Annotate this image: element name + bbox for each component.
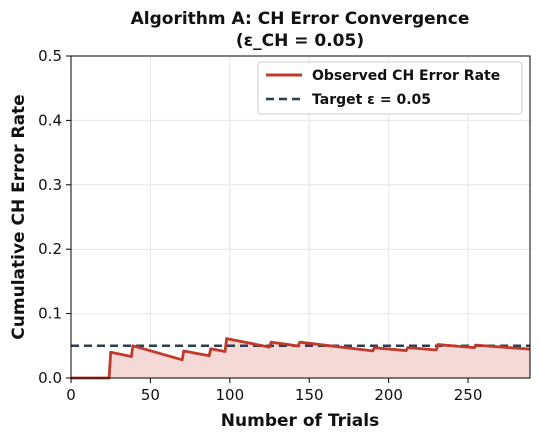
x-tick-label: 0 bbox=[66, 386, 76, 404]
chart-subtitle: (ε_CH = 0.05) bbox=[236, 31, 364, 51]
y-tick-label: 0.5 bbox=[38, 47, 62, 65]
legend-label-target: Target ε = 0.05 bbox=[312, 92, 431, 108]
y-tick-label: 0.1 bbox=[38, 305, 62, 323]
y-tick-label: 0.0 bbox=[38, 369, 62, 387]
x-tick-label: 150 bbox=[295, 386, 324, 404]
y-tick-label: 0.3 bbox=[38, 176, 62, 194]
x-tick-label: 100 bbox=[216, 386, 245, 404]
legend-box bbox=[257, 61, 523, 115]
x-tick-label: 200 bbox=[374, 386, 403, 404]
y-tick-label: 0.4 bbox=[38, 111, 62, 129]
x-axis: 0 50 100 150 200 250 bbox=[66, 378, 482, 404]
series-observed-line bbox=[71, 337, 531, 380]
legend-label-observed: Observed CH Error Rate bbox=[312, 68, 500, 84]
y-axis: 0.0 0.1 0.2 0.3 0.4 0.5 bbox=[38, 47, 71, 387]
x-axis-label: Number of Trials bbox=[221, 411, 379, 431]
series-layer bbox=[71, 337, 531, 380]
x-tick-label: 250 bbox=[454, 386, 483, 404]
chart-title: Algorithm A: CH Error Convergence bbox=[131, 9, 470, 29]
plot-frame bbox=[70, 55, 531, 379]
y-tick-label: 0.2 bbox=[38, 240, 62, 258]
x-tick-label: 50 bbox=[141, 386, 160, 404]
legend: Observed CH Error Rate Target ε = 0.05 bbox=[257, 61, 523, 115]
y-axis-label: Cumulative CH Error Rate bbox=[9, 94, 29, 339]
observed-error-fill bbox=[71, 338, 530, 378]
